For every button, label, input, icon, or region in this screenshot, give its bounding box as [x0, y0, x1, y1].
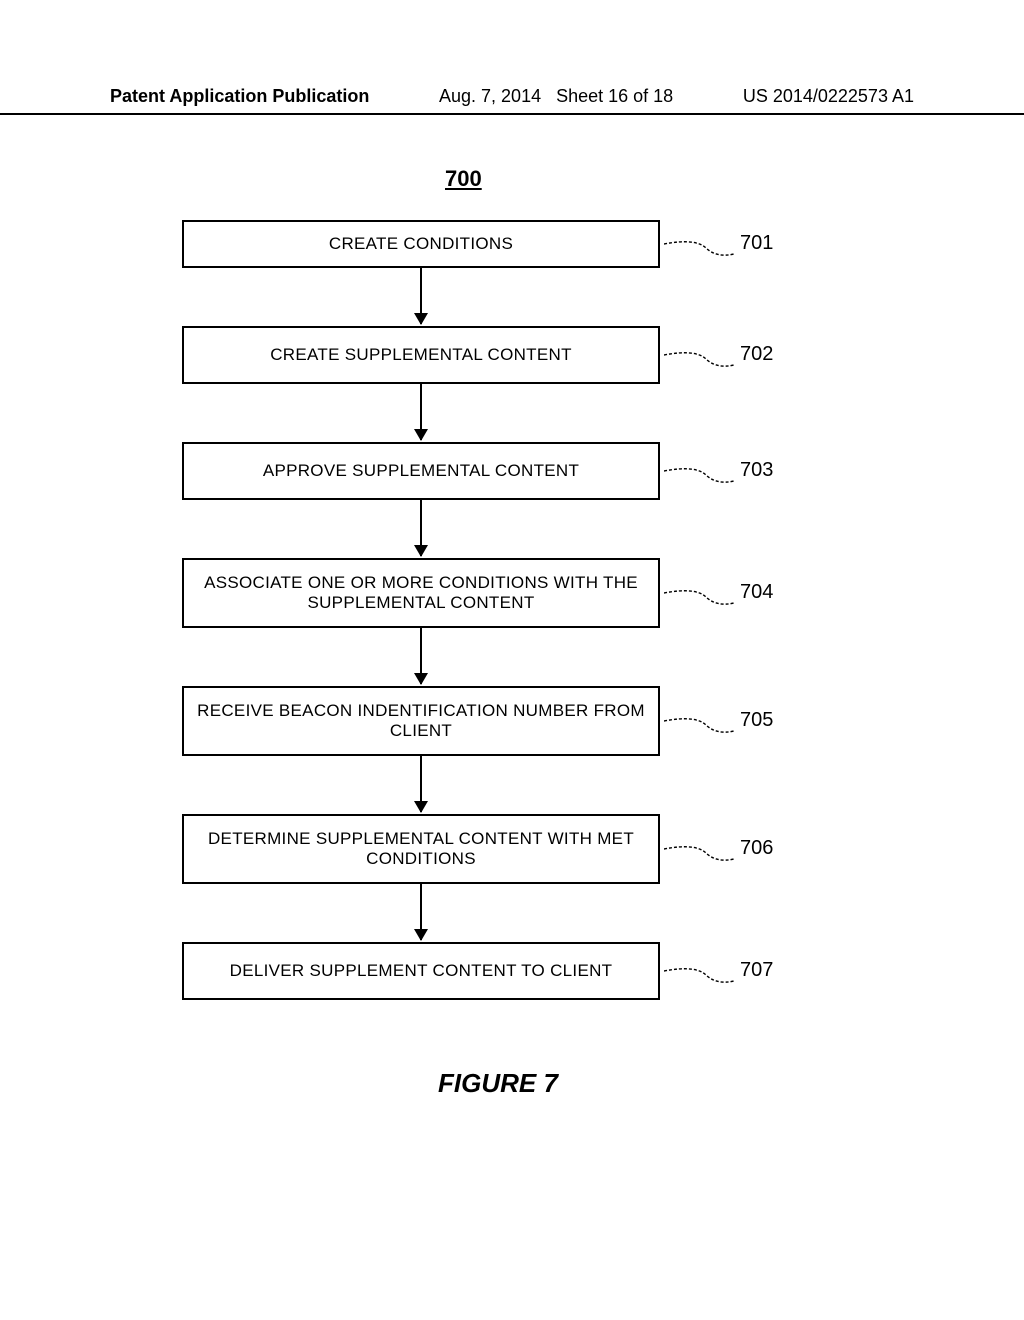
flow-step-701: CREATE CONDITIONS [182, 220, 660, 268]
step-ref-704: 704 [740, 581, 773, 604]
arrow-703-to-704 [420, 500, 422, 556]
figure-caption: FIGURE 7 [438, 1068, 558, 1099]
flow-step-707: DELIVER SUPPLEMENT CONTENT TO CLIENT [182, 942, 660, 1000]
flow-step-706: DETERMINE SUPPLEMENTAL CONTENT WITH MET … [182, 814, 660, 884]
leader-704 [664, 589, 734, 601]
leader-707 [664, 967, 734, 979]
leader-706 [664, 845, 734, 857]
figure-reference-number: 700 [445, 166, 482, 192]
arrow-706-to-707 [420, 884, 422, 940]
flow-step-705: RECEIVE BEACON INDENTIFICATION NUMBER FR… [182, 686, 660, 756]
step-ref-705: 705 [740, 709, 773, 732]
flow-step-702: CREATE SUPPLEMENTAL CONTENT [182, 326, 660, 384]
patent-page: Patent Application Publication Aug. 7, 2… [0, 0, 1024, 1320]
leader-702 [664, 351, 734, 363]
leader-701 [664, 240, 734, 252]
step-ref-706: 706 [740, 837, 773, 860]
step-ref-702: 702 [740, 343, 773, 366]
flow-step-703: APPROVE SUPPLEMENTAL CONTENT [182, 442, 660, 500]
page-header: Patent Application Publication Aug. 7, 2… [0, 86, 1024, 115]
header-publication-type: Patent Application Publication [110, 86, 369, 107]
arrow-705-to-706 [420, 756, 422, 812]
flow-step-704: ASSOCIATE ONE OR MORE CONDITIONS WITH TH… [182, 558, 660, 628]
leader-705 [664, 717, 734, 729]
arrow-704-to-705 [420, 628, 422, 684]
header-pubno: US 2014/0222573 A1 [743, 86, 914, 107]
header-date-sheet: Aug. 7, 2014 Sheet 16 of 18 [439, 86, 673, 107]
step-ref-701: 701 [740, 232, 773, 255]
arrow-702-to-703 [420, 384, 422, 440]
step-ref-703: 703 [740, 459, 773, 482]
arrow-701-to-702 [420, 268, 422, 324]
leader-703 [664, 467, 734, 479]
step-ref-707: 707 [740, 959, 773, 982]
